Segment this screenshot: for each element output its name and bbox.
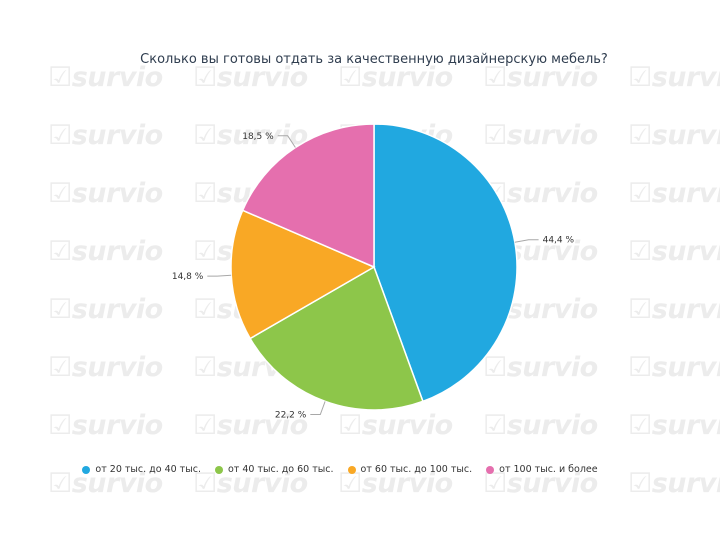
pie-slice-1[interactable] — [249, 265, 424, 411]
data-label-2: 14,8 % — [172, 272, 204, 282]
chart-title: Сколько вы готовы отдать за качественную… — [140, 52, 608, 67]
legend-label-0: от 20 тыс. до 40 тыс. — [95, 464, 201, 475]
legend-item-2[interactable]: от 60 тыс. до 100 тыс. — [347, 464, 473, 475]
data-label-1: 22,2 % — [275, 411, 307, 421]
legend-label-1: от 40 тыс. до 60 тыс. — [227, 464, 334, 475]
legend-item-0[interactable]: от 20 тыс. до 40 тыс. — [82, 464, 201, 475]
legend-dot-2 — [347, 465, 356, 474]
leader-line-1 — [310, 401, 326, 415]
legend-dot-3 — [486, 465, 495, 474]
legend-label-2: от 60 тыс. до 100 тыс. — [360, 464, 473, 475]
data-label-0: 44,4 % — [543, 236, 575, 246]
legend-dot-1 — [214, 465, 223, 474]
leader-line-0 — [514, 239, 539, 243]
pie-slice-0[interactable] — [373, 123, 518, 403]
legend-item-3[interactable]: от 100 тыс. и более — [486, 464, 598, 475]
legend-label-3: от 100 тыс. и более — [499, 464, 598, 475]
data-label-3: 18,5 % — [242, 132, 274, 142]
leader-line-3 — [277, 135, 296, 148]
leader-line-2 — [207, 274, 232, 277]
chart-legend: от 20 тыс. до 40 тыс. от 40 тыс. до 60 т… — [0, 464, 680, 475]
legend-item-1[interactable]: от 40 тыс. до 60 тыс. — [214, 464, 334, 475]
pie-slice-3[interactable] — [241, 123, 375, 269]
legend-dot-0 — [82, 465, 91, 474]
pie-slice-2[interactable] — [230, 209, 376, 340]
